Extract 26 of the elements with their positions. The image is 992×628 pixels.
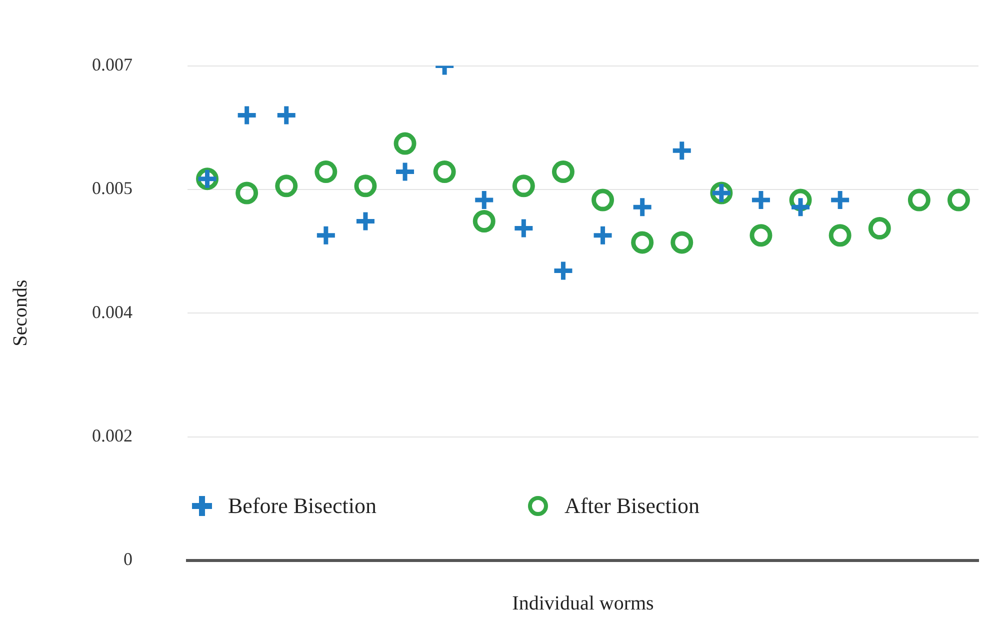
point	[908, 188, 930, 212]
point	[472, 210, 496, 232]
point	[552, 160, 574, 184]
point	[947, 188, 970, 212]
point	[670, 231, 694, 254]
y-tick-label: 0.007	[92, 54, 132, 75]
point	[631, 231, 654, 254]
y-axis-title: Seconds	[9, 280, 32, 346]
legend-label: After Bisection	[564, 493, 700, 519]
y-tick-label: 0.005	[92, 178, 132, 198]
point	[354, 174, 377, 198]
point	[868, 217, 891, 240]
y-tick-label: 0.004	[92, 302, 132, 322]
point	[275, 174, 298, 198]
legend-label: Before Bisection	[228, 493, 376, 519]
point	[394, 132, 416, 155]
y-tick-label: 0	[124, 549, 132, 570]
point	[314, 160, 338, 184]
point	[750, 224, 772, 247]
point	[433, 160, 456, 184]
y-tick-label: 0.002	[92, 425, 132, 446]
x-axis-title: Individual worms	[512, 592, 654, 614]
point	[828, 224, 852, 247]
point	[512, 174, 535, 198]
point	[592, 188, 614, 212]
point	[236, 182, 258, 204]
